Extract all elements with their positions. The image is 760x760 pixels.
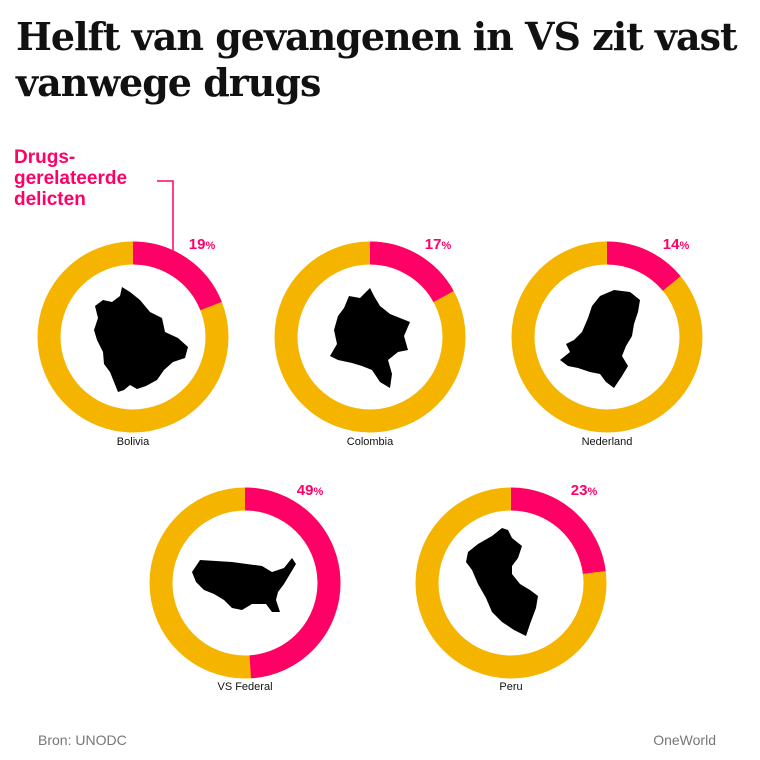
brand-label: OneWorld xyxy=(653,732,716,748)
percentage-label: 23% xyxy=(571,482,598,499)
percent-sign: % xyxy=(441,240,451,252)
chart-title: Helft van gevangenen in VS zit vast vanw… xyxy=(16,14,738,105)
donut-chart-nederland: Nederland 14% xyxy=(511,236,703,448)
donut-chart-peru: Peru 23% xyxy=(415,482,607,693)
country-label: Peru xyxy=(499,681,522,693)
netherlands-map-icon xyxy=(560,290,640,388)
peru-map-icon xyxy=(466,528,538,636)
usa-map-icon xyxy=(192,558,296,612)
percent-sign: % xyxy=(587,486,597,498)
source-note: Bron: UNODC xyxy=(38,732,127,748)
donut-highlight-segment xyxy=(132,241,222,311)
donut-highlight-segment xyxy=(369,241,454,303)
donut-highlight-segment xyxy=(606,241,681,292)
bolivia-map-icon xyxy=(94,287,188,392)
donut-chart-bolivia: Bolivia 19% xyxy=(37,236,229,448)
percentage-label: 14% xyxy=(663,236,690,253)
legend-leader-line xyxy=(157,180,174,255)
donut-highlight-segment xyxy=(510,487,606,575)
percentage-label: 17% xyxy=(425,236,452,253)
donut-highlight-segment xyxy=(244,487,341,679)
donut-chart-colombia: Colombia 17% xyxy=(274,236,466,448)
donut-chart-vs-federal: VS Federal 49% xyxy=(149,482,341,693)
colombia-map-icon xyxy=(330,288,410,388)
percentage-label: 49% xyxy=(297,482,324,499)
percent-sign: % xyxy=(679,240,689,252)
percent-sign: % xyxy=(313,486,323,498)
country-label: Bolivia xyxy=(117,436,150,448)
country-label: Nederland xyxy=(582,436,633,448)
percentage-label: 19% xyxy=(189,236,216,253)
legend-label: Drugs- gerelateerde delicten xyxy=(14,147,128,210)
percent-sign: % xyxy=(205,240,215,252)
country-label: VS Federal xyxy=(217,681,272,693)
country-label: Colombia xyxy=(347,436,394,448)
